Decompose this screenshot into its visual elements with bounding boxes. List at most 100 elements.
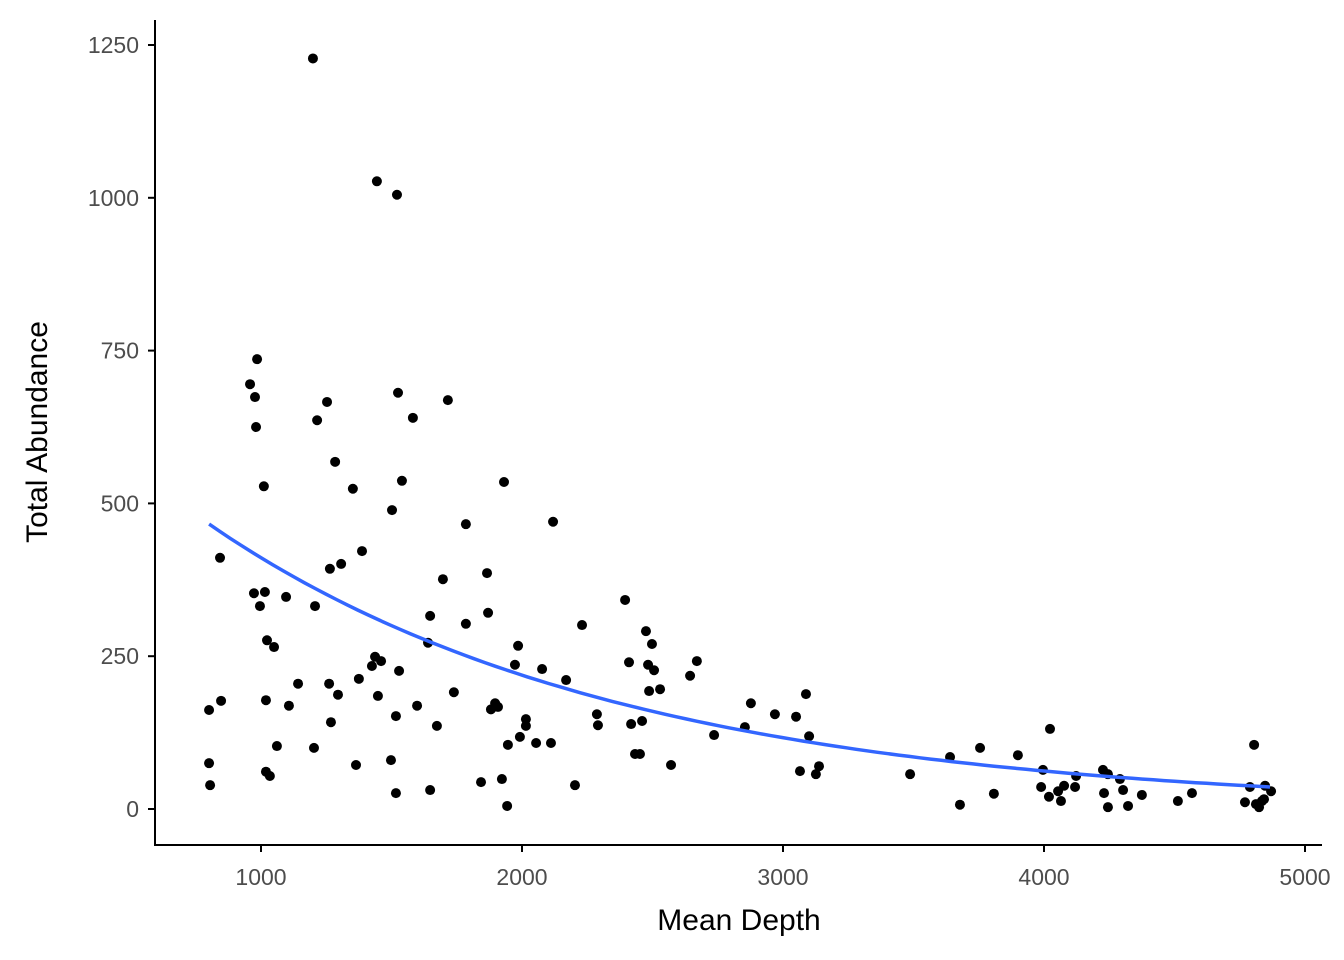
y-tick-label: 0 [126,796,139,822]
data-point [685,670,696,681]
data-point [425,610,436,621]
data-point [620,594,631,605]
data-point [1099,788,1110,799]
data-point [644,686,655,697]
data-point [448,687,459,698]
y-axis-title: Total Abundance [21,321,54,543]
data-point [482,568,493,579]
data-point [245,379,256,390]
data-point [794,766,805,777]
data-point [800,689,811,700]
data-point [514,731,525,742]
data-point [460,519,471,530]
data-point [308,742,319,753]
data-point [1045,723,1056,734]
data-point [1186,788,1197,799]
data-point [442,395,453,406]
data-point [258,481,269,492]
fit-curve [208,522,1271,789]
data-point [634,748,645,759]
data-point [513,640,524,651]
data-point [391,189,402,200]
data-point [1102,802,1113,813]
data-point [814,761,825,772]
y-tick-label: 1000 [88,185,139,211]
data-point [407,412,418,423]
data-point [460,618,471,629]
data-point [254,601,265,612]
data-point [502,739,513,750]
data-point [390,711,401,722]
data-point [322,396,333,407]
data-point [745,698,756,709]
data-point [260,695,271,706]
data-point [372,690,383,701]
data-point [310,601,321,612]
x-tick-label: 1000 [235,864,286,890]
data-point [905,769,916,780]
data-point [371,176,382,187]
data-point [1043,791,1054,802]
data-point [1070,781,1081,792]
data-point [412,700,423,711]
data-point [502,800,513,811]
data-point [476,777,487,788]
data-point [204,704,215,715]
data-point [325,717,336,728]
data-point [351,759,362,770]
data-point [577,620,588,631]
data-point [385,755,396,766]
data-point [312,415,323,426]
data-point [324,678,335,689]
data-point [330,456,341,467]
data-point [425,785,436,796]
data-point [691,656,702,667]
data-point [666,759,677,770]
data-point [357,546,368,557]
data-point [561,675,572,686]
data-point [988,788,999,799]
data-point [769,709,780,720]
data-point [592,720,603,731]
data-point [353,673,364,684]
data-point [1059,780,1070,791]
x-tick-label: 3000 [757,864,808,890]
data-point [248,588,259,599]
data-point [975,742,986,753]
data-point [637,715,648,726]
data-point [810,769,821,780]
data-point [281,591,292,602]
x-ticks: 1000 2000 3000 4000 5000 [235,845,1331,890]
data-points [204,53,1277,813]
data-point [204,758,215,769]
data-point [492,701,503,712]
data-point [215,552,226,563]
data-point [655,684,666,695]
data-point [537,664,548,675]
data-point [569,780,580,791]
data-point [387,505,398,516]
data-point [249,392,260,403]
x-tick-label: 4000 [1018,864,1069,890]
data-point [394,665,405,676]
data-point [709,730,720,741]
data-point [336,558,347,569]
y-tick-label: 250 [101,643,139,669]
data-point [262,635,273,646]
data-point [1118,785,1129,796]
data-point [483,607,494,618]
data-point [1259,794,1270,805]
data-point [804,731,815,742]
data-point [1172,796,1183,807]
data-point [591,709,602,720]
data-point [520,720,531,731]
data-point [640,626,651,637]
data-point [393,387,404,398]
data-point [496,774,507,785]
data-point [216,695,227,706]
x-tick-label: 2000 [496,864,547,890]
data-point [307,53,318,64]
data-point [531,737,542,748]
data-point [1055,796,1066,807]
